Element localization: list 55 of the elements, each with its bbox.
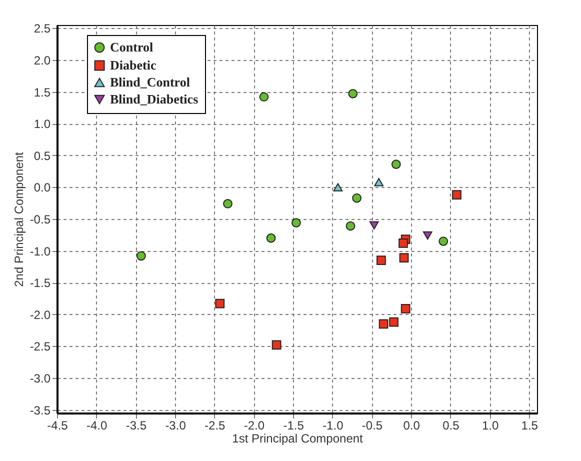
point <box>369 221 379 230</box>
point <box>259 92 269 102</box>
point <box>374 178 384 186</box>
y-tick-label: -1.5 <box>30 276 51 290</box>
y-tick-label: -3.0 <box>30 372 51 386</box>
legend-label: Blind_Control <box>110 74 190 90</box>
y-tick-label: -2.0 <box>30 308 51 322</box>
point <box>215 298 225 308</box>
x-axis-title: 1st Principal Component <box>232 432 364 446</box>
y-tick-label: 1.5 <box>34 85 51 100</box>
y-tick-label: 2.0 <box>34 53 51 68</box>
x-tick-label: -2.0 <box>244 418 265 432</box>
x-tick-label: 0.5 <box>442 418 460 432</box>
point <box>348 89 358 98</box>
y-tick-label: -2.5 <box>30 340 51 354</box>
x-tick-label: -4.5 <box>47 418 68 432</box>
y-tick-label: 0.5 <box>34 148 51 163</box>
point <box>136 251 146 261</box>
point <box>223 199 232 208</box>
point <box>352 193 362 203</box>
point <box>422 231 432 240</box>
point <box>376 256 386 266</box>
y-tick-label: 1.0 <box>34 117 51 132</box>
x-tick-label: -1.5 <box>283 418 304 432</box>
y-axis-title: 2nd Principal Component <box>12 151 26 287</box>
y-tick-label: -3.5 <box>30 403 51 418</box>
point <box>398 238 408 248</box>
point <box>333 183 343 192</box>
point <box>346 221 356 231</box>
legend-label: Blind_Diabetics <box>110 92 198 106</box>
point <box>452 190 462 200</box>
x-tick-label: -4.0 <box>86 418 108 432</box>
point <box>400 304 410 314</box>
y-tick-label: -0.5 <box>30 212 51 226</box>
legend-label: Diabetic <box>110 58 156 72</box>
x-tick-label: 1.0 <box>482 418 499 432</box>
point <box>378 319 388 329</box>
x-tick-label: -1.0 <box>322 418 344 432</box>
y-tick-label: 2.5 <box>34 22 51 36</box>
x-tick-label: -2.5 <box>204 418 226 432</box>
x-tick-label: 0.0 <box>403 418 420 432</box>
point <box>272 340 282 350</box>
point <box>391 160 401 169</box>
x-tick-label: 1.5 <box>521 418 538 432</box>
point <box>438 236 448 246</box>
point <box>292 218 301 228</box>
x-tick-label: -0.5 <box>362 418 383 432</box>
legend-label: Control <box>110 40 154 54</box>
y-tick-label: 0.0 <box>34 180 51 195</box>
point <box>389 317 398 327</box>
point <box>399 253 409 262</box>
point <box>266 233 276 243</box>
y-tick-label: -1.0 <box>30 244 51 258</box>
x-tick-label: -3.0 <box>165 418 186 432</box>
x-tick-label: -3.5 <box>126 418 147 432</box>
